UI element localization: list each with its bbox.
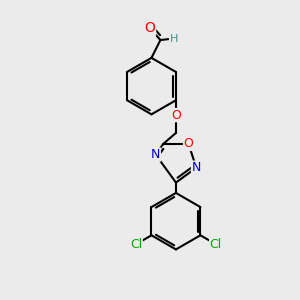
Text: N: N bbox=[151, 148, 160, 161]
Text: H: H bbox=[169, 34, 178, 44]
Text: N: N bbox=[192, 161, 201, 174]
Text: O: O bbox=[145, 21, 155, 35]
Text: Cl: Cl bbox=[130, 238, 142, 251]
Text: O: O bbox=[184, 137, 194, 150]
Text: O: O bbox=[171, 109, 181, 122]
Text: Cl: Cl bbox=[210, 238, 222, 251]
